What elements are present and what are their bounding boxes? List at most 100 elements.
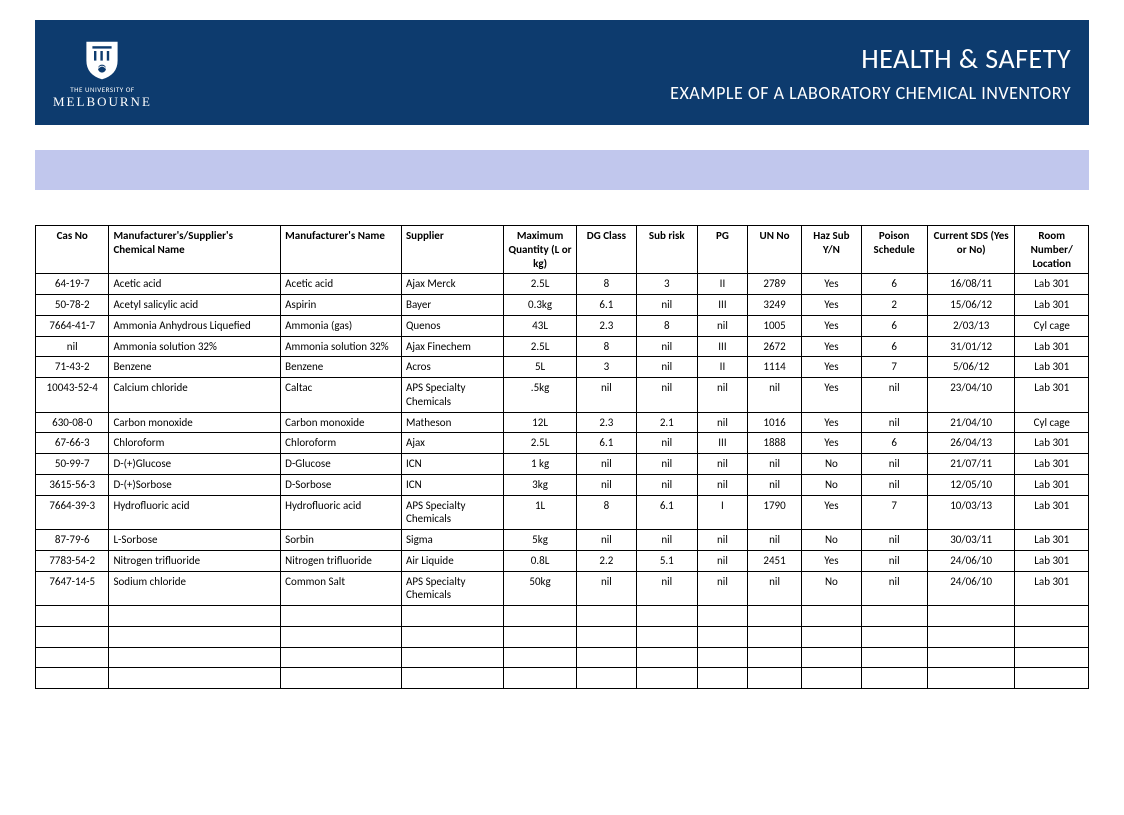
col-header-qty: Maximum Quantity (L or kg) <box>503 226 576 274</box>
table-row: 87-79-6L-SorboseSorbinSigma5kgnilnilniln… <box>36 530 1089 551</box>
cell-supp: Bayer <box>401 295 503 316</box>
cell-supp: Sigma <box>401 530 503 551</box>
cell-poi: 6 <box>861 274 927 295</box>
cell-dg: 6.1 <box>577 295 636 316</box>
cell-haz: Yes <box>802 433 861 454</box>
cell-sub: 6.1 <box>636 495 698 530</box>
cell-haz: Yes <box>802 295 861 316</box>
cell-pg: III <box>698 336 748 357</box>
cell-cas: 7664-39-3 <box>36 495 109 530</box>
col-header-haz: Haz Sub Y/N <box>802 226 861 274</box>
col-header-poi: Poison Schedule <box>861 226 927 274</box>
col-header-name: Manufacturer's/Supplier's Chemical Name <box>109 226 281 274</box>
cell-mfg: Ammonia solution 32% <box>281 336 402 357</box>
table-row-empty <box>36 626 1089 647</box>
cell-sds: 2/03/13 <box>927 315 1015 336</box>
cell-name: Chloroform <box>109 433 281 454</box>
cell-haz: No <box>802 571 861 606</box>
cell-pg: nil <box>698 454 748 475</box>
cell-dg: 3 <box>577 357 636 378</box>
cell-room: Lab 301 <box>1015 454 1089 475</box>
university-big-text: MELBOURNE <box>53 94 152 110</box>
cell-dg: nil <box>577 378 636 413</box>
cell-poi: nil <box>861 412 927 433</box>
cell-poi: 7 <box>861 357 927 378</box>
cell-qty: 2.5L <box>503 274 576 295</box>
cell-sub: 8 <box>636 315 698 336</box>
cell-un: 1016 <box>747 412 801 433</box>
table-row: 10043-52-4Calcium chlorideCaltacAPS Spec… <box>36 378 1089 413</box>
cell-haz: Yes <box>802 550 861 571</box>
cell-supp: Ajax Finechem <box>401 336 503 357</box>
cell-qty: 2.5L <box>503 433 576 454</box>
cell-name: Acetic acid <box>109 274 281 295</box>
cell-dg: nil <box>577 530 636 551</box>
cell-dg: 6.1 <box>577 433 636 454</box>
table-row-empty <box>36 647 1089 668</box>
cell-mfg: Chloroform <box>281 433 402 454</box>
cell-sds: 16/08/11 <box>927 274 1015 295</box>
cell-supp: Quenos <box>401 315 503 336</box>
cell-haz: Yes <box>802 378 861 413</box>
cell-dg: nil <box>577 571 636 606</box>
cell-qty: 5L <box>503 357 576 378</box>
cell-pg: nil <box>698 378 748 413</box>
cell-un: 2451 <box>747 550 801 571</box>
cell-cas: 7647-14-5 <box>36 571 109 606</box>
cell-mfg: Acetic acid <box>281 274 402 295</box>
cell-supp: ICN <box>401 474 503 495</box>
table-row: 50-78-2Acetyl salicylic acidAspirinBayer… <box>36 295 1089 316</box>
cell-poi: 7 <box>861 495 927 530</box>
cell-sub: nil <box>636 378 698 413</box>
col-header-sds: Current SDS (Yes or No) <box>927 226 1015 274</box>
cell-cas: 87-79-6 <box>36 530 109 551</box>
col-header-un: UN No <box>747 226 801 274</box>
cell-room: Lab 301 <box>1015 378 1089 413</box>
cell-haz: Yes <box>802 495 861 530</box>
cell-name: D-(+)Glucose <box>109 454 281 475</box>
cell-qty: 43L <box>503 315 576 336</box>
cell-pg: III <box>698 433 748 454</box>
cell-dg: 2.2 <box>577 550 636 571</box>
cell-pg: I <box>698 495 748 530</box>
cell-haz: No <box>802 530 861 551</box>
cell-cas: 50-78-2 <box>36 295 109 316</box>
col-header-room: Room Number/ Location <box>1015 226 1089 274</box>
cell-cas: 630-08-0 <box>36 412 109 433</box>
cell-qty: 1L <box>503 495 576 530</box>
cell-pg: nil <box>698 315 748 336</box>
cell-poi: 6 <box>861 336 927 357</box>
cell-poi: nil <box>861 378 927 413</box>
header-bar: THE UNIVERSITY OF MELBOURNE HEALTH & SAF… <box>35 20 1089 125</box>
cell-pg: nil <box>698 412 748 433</box>
title-main: HEALTH & SAFETY <box>670 41 1071 76</box>
cell-cas: 7783-54-2 <box>36 550 109 571</box>
cell-poi: nil <box>861 550 927 571</box>
cell-cas: 64-19-7 <box>36 274 109 295</box>
cell-qty: 0.3kg <box>503 295 576 316</box>
cell-haz: Yes <box>802 274 861 295</box>
cell-dg: 8 <box>577 495 636 530</box>
cell-sub: 5.1 <box>636 550 698 571</box>
table-row-empty <box>36 606 1089 627</box>
table-row: 7783-54-2Nitrogen trifluorideNitrogen tr… <box>36 550 1089 571</box>
cell-dg: 8 <box>577 336 636 357</box>
subheader-bar <box>35 150 1089 190</box>
cell-sds: 5/06/12 <box>927 357 1015 378</box>
cell-sub: 2.1 <box>636 412 698 433</box>
cell-mfg: Carbon monoxide <box>281 412 402 433</box>
table-row: 71-43-2BenzeneBenzeneAcros5L3nilII1114Ye… <box>36 357 1089 378</box>
cell-un: 2789 <box>747 274 801 295</box>
cell-sub: nil <box>636 571 698 606</box>
cell-sds: 31/01/12 <box>927 336 1015 357</box>
university-small-text: THE UNIVERSITY OF <box>70 85 134 94</box>
cell-dg: 8 <box>577 274 636 295</box>
cell-sub: nil <box>636 433 698 454</box>
cell-room: Lab 301 <box>1015 295 1089 316</box>
cell-sub: nil <box>636 295 698 316</box>
inventory-table: Cas NoManufacturer's/Supplier's Chemical… <box>35 225 1089 689</box>
table-row: 7664-39-3Hydrofluoric acidHydrofluoric a… <box>36 495 1089 530</box>
cell-room: Lab 301 <box>1015 274 1089 295</box>
cell-un: nil <box>747 378 801 413</box>
cell-room: Lab 301 <box>1015 495 1089 530</box>
